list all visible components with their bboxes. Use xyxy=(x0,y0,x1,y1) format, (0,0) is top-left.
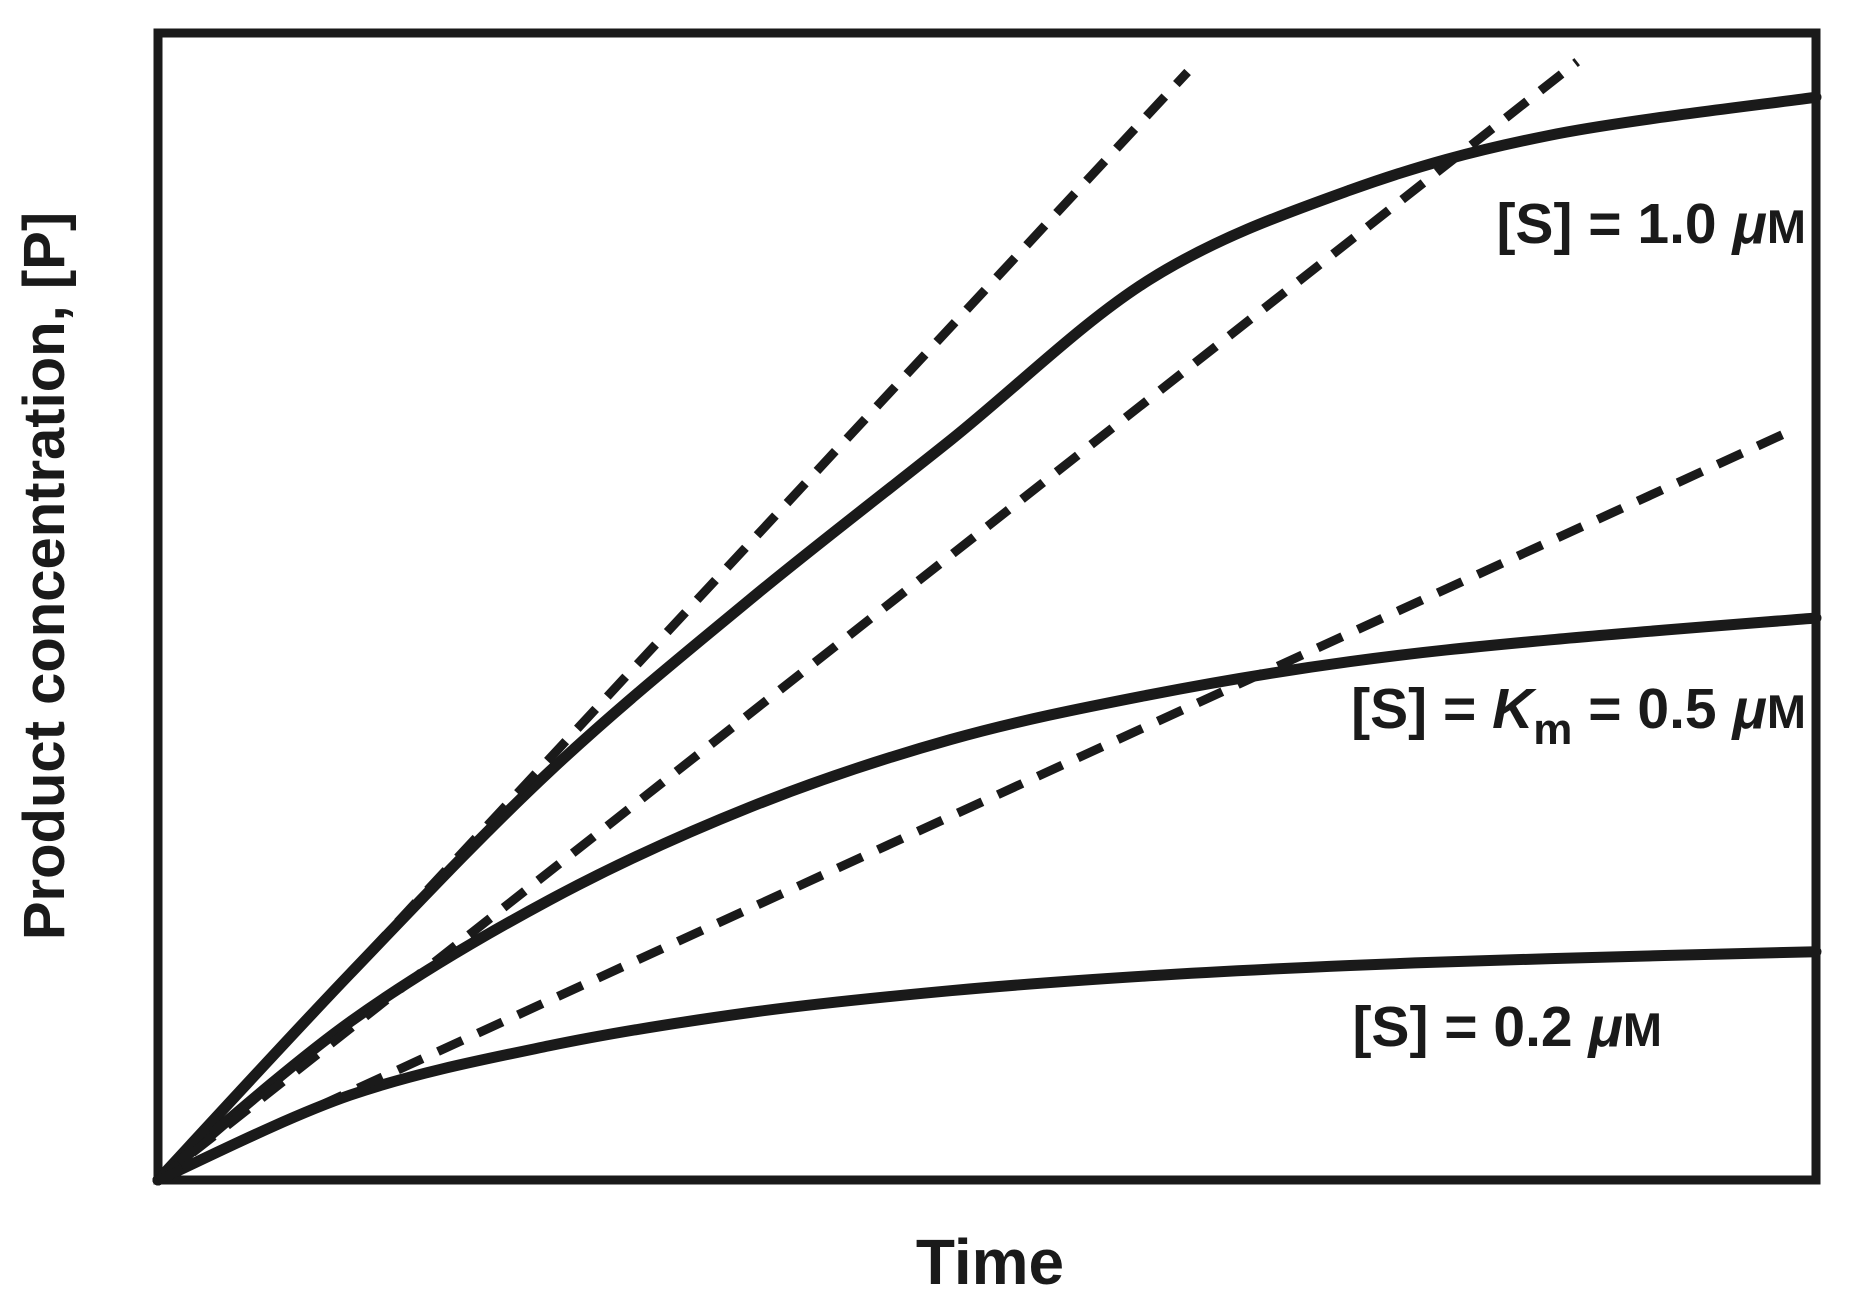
mu-symbol: μ xyxy=(1586,995,1622,1059)
tangent-line-2 xyxy=(155,58,1580,1184)
curve-label-s-km-value: = 0.5 xyxy=(1572,677,1732,741)
mu-symbol: μ xyxy=(1730,677,1766,741)
y-axis-label: Product concentration, [P] xyxy=(12,212,77,940)
progress-curve-2 xyxy=(152,612,1822,1186)
molar-unit: M xyxy=(1767,685,1806,738)
tangent-line-3 xyxy=(156,425,1795,1185)
molar-unit: M xyxy=(1767,200,1806,253)
tangent-line-1 xyxy=(154,68,1191,1184)
km-subscript: m xyxy=(1533,705,1572,754)
series-layer xyxy=(152,58,1822,1186)
km-symbol: K xyxy=(1492,677,1537,741)
progress-curve-3 xyxy=(152,946,1822,1186)
molar-unit: M xyxy=(1623,1003,1662,1056)
curve-label-s-1.0: [S] = 1.0 μM xyxy=(1496,192,1806,256)
curve-label-s-1.0-text: [S] = 1.0 xyxy=(1496,192,1732,256)
plot-border xyxy=(153,28,1821,1185)
curve-label-s-km-text: [S] = xyxy=(1351,677,1492,741)
curve-label-s-km-0.5: [S] = Km = 0.5 μM xyxy=(1351,677,1806,754)
curve-label-s-0.2-text: [S] = 0.2 xyxy=(1352,995,1588,1059)
x-axis-label: Time xyxy=(916,1226,1064,1298)
mu-symbol: μ xyxy=(1730,192,1766,256)
curve-label-s-0.2: [S] = 0.2 μM xyxy=(1352,995,1662,1059)
